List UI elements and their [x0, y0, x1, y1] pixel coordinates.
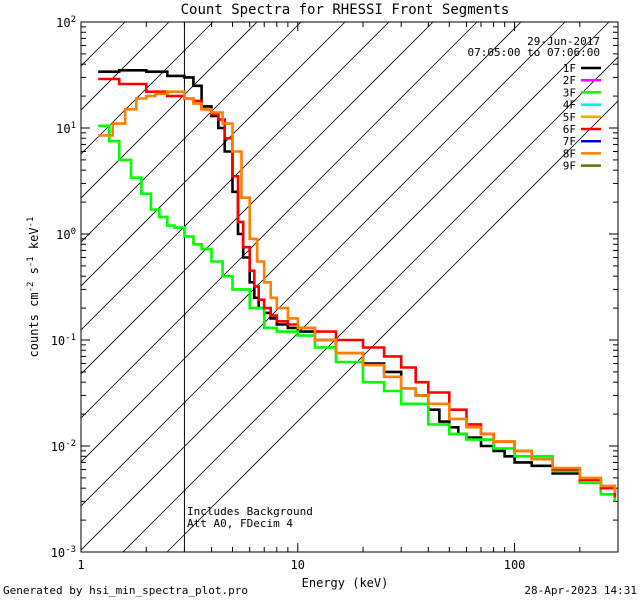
hatch-line — [81, 22, 258, 199]
hatch-line — [122, 56, 618, 552]
y-tick-label: 10-3 — [51, 545, 76, 560]
plot-frame — [80, 21, 619, 553]
footer-generator: Generated by hsi_min_spectra_plot.pro — [3, 584, 248, 597]
y-tick-label: 101 — [56, 121, 76, 136]
chart-title: Count Spectra for RHESSI Front Segments — [181, 2, 510, 18]
hatch-line — [81, 22, 610, 551]
legend-label-3F: 3F — [563, 86, 576, 99]
axes-frame — [80, 21, 619, 553]
y-tick-label: 102 — [56, 15, 76, 30]
below-threshold-hatch — [81, 22, 618, 552]
x-axis-label: Energy (keV) — [302, 576, 389, 590]
legend-date: 29-Jun-2017 — [527, 35, 600, 48]
y-tick-label: 100 — [56, 227, 76, 242]
hatch-line — [81, 22, 434, 375]
x-tick-label: 1 — [77, 558, 84, 572]
annotation-background: Includes Background — [187, 505, 313, 518]
y-axis-label: counts cm-2 s-1 keV-1 — [26, 217, 41, 358]
hatch-line — [166, 100, 618, 552]
legend-label-8F: 8F — [563, 147, 576, 160]
axis-labels-group: 1 10 100 102 101 100 10-1 10-2 10-3 — [51, 15, 526, 572]
series-line-1F — [98, 69, 617, 495]
series-line-6F — [98, 77, 617, 497]
legend-label-6F: 6F — [563, 123, 576, 136]
hatch-line — [81, 22, 478, 419]
legend-label-4F: 4F — [563, 99, 576, 112]
annotation-attenuator: Att A0, FDecim 4 — [187, 517, 293, 530]
series-group — [98, 69, 617, 502]
hatch-line — [81, 22, 346, 287]
hatch-line — [81, 22, 390, 331]
footer-timestamp: 28-Apr-2023 14:31 — [524, 584, 637, 597]
y-tick-label: 10-2 — [51, 439, 76, 454]
hatch-line — [81, 22, 566, 507]
legend-label-7F: 7F — [563, 135, 576, 148]
hatch-line — [81, 22, 522, 463]
legend-label-5F: 5F — [563, 111, 576, 124]
x-tick-label: 100 — [504, 558, 526, 572]
hatch-line — [81, 22, 82, 23]
legend-label-9F: 9F — [563, 160, 576, 173]
y-tick-label: 10-1 — [51, 333, 76, 348]
x-tick-label: 10 — [291, 558, 305, 572]
legend-label-1F: 1F — [563, 62, 576, 75]
legend-label-2F: 2F — [563, 74, 576, 87]
series-line-8F — [98, 90, 617, 493]
legend-time-range: 07:05:00 to 07:06:00 — [468, 46, 600, 59]
hatch-line — [81, 22, 126, 67]
y-axis-label-text: counts cm-2 s-1 keV-1 — [26, 217, 41, 358]
